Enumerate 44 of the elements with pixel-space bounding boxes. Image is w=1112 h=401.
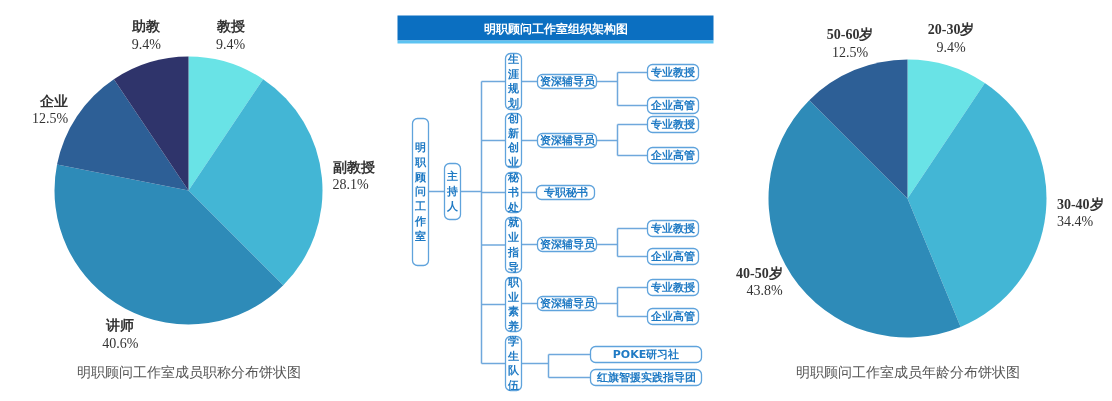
slice-label: 40-50岁 — [735, 265, 783, 281]
text: 创新创业 — [507, 111, 519, 170]
data-label: 40.6% — [102, 336, 139, 352]
text: 企业高管 — [650, 250, 695, 263]
data-label: 43.8% — [746, 282, 783, 298]
text: 明职顾问工作室成员职称分布饼状图 — [76, 365, 301, 380]
data-label: 12.5% — [31, 111, 69, 127]
text: 明职顾问工作室 — [414, 140, 427, 244]
text: POKE研习社 — [612, 348, 680, 361]
data-label: 9.4% — [936, 39, 967, 55]
slice-label: 讲师 — [105, 318, 135, 334]
text: 企业高管 — [650, 310, 695, 323]
text: 专业教授 — [650, 281, 695, 294]
data-label: 9.4% — [216, 37, 246, 53]
slice-label: 20-30岁 — [927, 21, 975, 37]
data-label: 12.5% — [832, 44, 869, 60]
text: 秘书处 — [507, 171, 520, 214]
text: 企业高管 — [650, 99, 695, 112]
slice-label: 副教授 — [332, 160, 375, 176]
data-label: 9.4% — [131, 37, 162, 53]
slice-label: 企业 — [39, 94, 69, 110]
text: 生涯规划 — [507, 52, 520, 111]
text: 专业教授 — [650, 66, 695, 79]
text: 明职顾问工作室成员年龄分布饼状图 — [795, 365, 1020, 380]
text: 资深辅导员 — [539, 297, 596, 310]
text: 专职秘书 — [542, 186, 588, 199]
slice-label: 50-60岁 — [826, 26, 874, 42]
text: 学生队伍 — [507, 334, 520, 393]
text: 专业教授 — [650, 118, 695, 131]
slice-label: 助教 — [131, 19, 162, 35]
slice-label: 教授 — [215, 19, 245, 35]
text: 企业高管 — [650, 149, 695, 162]
text: 就业指导 — [507, 216, 519, 274]
text: 专业教授 — [650, 222, 695, 235]
text: 红旗智援实践指导团 — [595, 371, 696, 384]
text: 资深辅导员 — [539, 238, 596, 251]
slice-label: 30-40岁 — [1056, 197, 1104, 213]
text: 资深辅导员 — [539, 75, 596, 88]
text: 职业素养 — [507, 275, 520, 334]
text: 资深辅导员 — [539, 134, 596, 147]
data-label: 34.4% — [1056, 214, 1094, 230]
text: 主持人 — [446, 170, 459, 213]
text: 明职顾问工作室组织架构图 — [483, 21, 628, 36]
data-label: 28.1% — [332, 177, 370, 193]
